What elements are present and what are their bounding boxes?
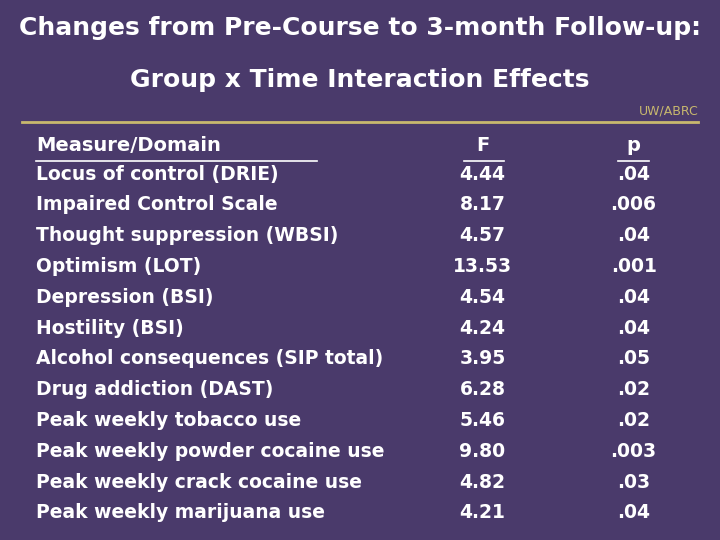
Text: Changes from Pre-Course to 3-month Follow-up:: Changes from Pre-Course to 3-month Follo…: [19, 16, 701, 40]
Text: 4.82: 4.82: [459, 472, 505, 491]
Text: .003: .003: [611, 442, 657, 461]
Text: .02: .02: [617, 380, 650, 399]
Text: 4.21: 4.21: [459, 503, 505, 522]
Text: Optimism (LOT): Optimism (LOT): [36, 257, 202, 276]
Text: .05: .05: [617, 349, 650, 368]
Text: Peak weekly tobacco use: Peak weekly tobacco use: [36, 411, 301, 430]
Text: 3.95: 3.95: [459, 349, 505, 368]
Text: .04: .04: [617, 226, 650, 245]
Text: 13.53: 13.53: [453, 257, 512, 276]
Text: F: F: [476, 136, 489, 155]
Text: Depression (BSI): Depression (BSI): [36, 288, 214, 307]
Text: Locus of control (DRIE): Locus of control (DRIE): [36, 165, 279, 184]
Text: Hostility (BSI): Hostility (BSI): [36, 319, 184, 338]
Text: UW/ABRC: UW/ABRC: [639, 104, 698, 117]
Text: 5.46: 5.46: [459, 411, 505, 430]
Text: Impaired Control Scale: Impaired Control Scale: [36, 195, 278, 214]
Text: .04: .04: [617, 503, 650, 522]
Text: 8.17: 8.17: [459, 195, 505, 214]
Text: .04: .04: [617, 165, 650, 184]
Text: 4.44: 4.44: [459, 165, 505, 184]
Text: .04: .04: [617, 288, 650, 307]
Text: Alcohol consequences (SIP total): Alcohol consequences (SIP total): [36, 349, 383, 368]
Text: 9.80: 9.80: [459, 442, 505, 461]
Text: Peak weekly marijuana use: Peak weekly marijuana use: [36, 503, 325, 522]
Text: .006: .006: [611, 195, 657, 214]
Text: 6.28: 6.28: [459, 380, 505, 399]
Text: .03: .03: [617, 472, 650, 491]
Text: 4.57: 4.57: [459, 226, 505, 245]
Text: Thought suppression (WBSI): Thought suppression (WBSI): [36, 226, 338, 245]
Text: 4.54: 4.54: [459, 288, 505, 307]
Text: Drug addiction (DAST): Drug addiction (DAST): [36, 380, 274, 399]
Text: p: p: [626, 136, 641, 155]
Text: Group x Time Interaction Effects: Group x Time Interaction Effects: [130, 68, 590, 91]
Text: .001: .001: [611, 257, 657, 276]
Text: .04: .04: [617, 319, 650, 338]
Text: Peak weekly crack cocaine use: Peak weekly crack cocaine use: [36, 472, 362, 491]
Text: Measure/Domain: Measure/Domain: [36, 136, 221, 155]
Text: Peak weekly powder cocaine use: Peak weekly powder cocaine use: [36, 442, 384, 461]
Text: 4.24: 4.24: [459, 319, 505, 338]
Text: .02: .02: [617, 411, 650, 430]
